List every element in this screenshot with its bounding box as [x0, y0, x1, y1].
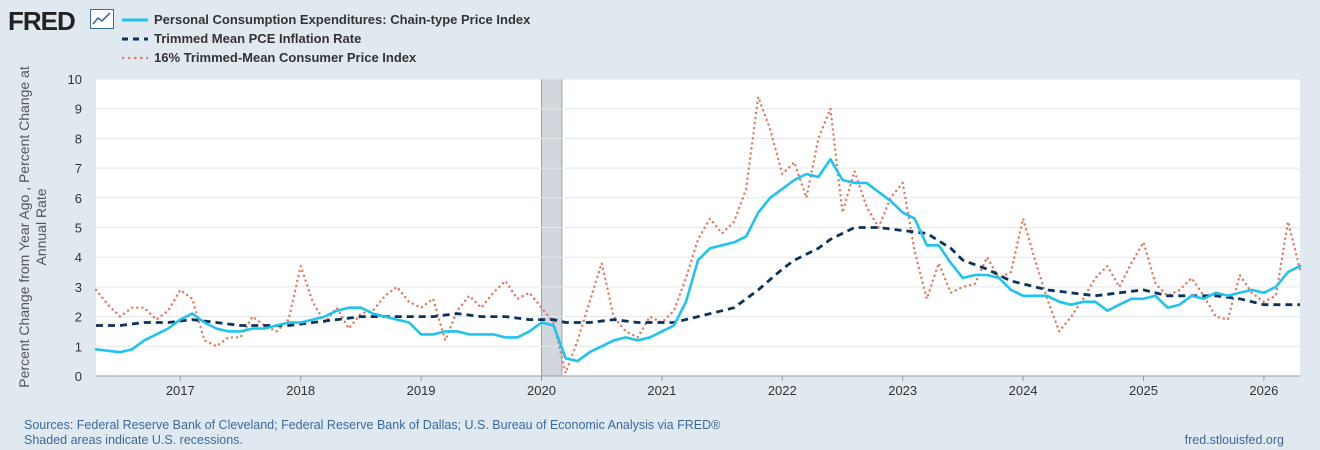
- fred-graph-icon: [90, 9, 114, 29]
- footer-url[interactable]: fred.stlouisfed.org: [1184, 433, 1284, 447]
- legend-item-pce: Personal Consumption Expenditures: Chain…: [122, 10, 530, 29]
- legend-swatch-dashed: [122, 37, 148, 40]
- y-tick-label: 2: [75, 310, 82, 325]
- y-tick-label: 9: [75, 102, 82, 117]
- x-tick-label: 2026: [1249, 383, 1278, 398]
- x-tick-label: 2021: [647, 383, 676, 398]
- legend: Personal Consumption Expenditures: Chain…: [122, 10, 530, 67]
- x-tick-label: 2022: [768, 383, 797, 398]
- legend-label-trimmed-pce: Trimmed Mean PCE Inflation Rate: [154, 31, 362, 46]
- y-tick-label: 1: [75, 339, 82, 354]
- footer: Sources: Federal Reserve Bank of Clevela…: [24, 418, 720, 448]
- y-tick-label: 7: [75, 161, 82, 176]
- footer-recession-note: Shaded areas indicate U.S. recessions.: [24, 433, 243, 447]
- gridlines: [96, 78, 1300, 381]
- x-tick-label: 2025: [1129, 383, 1158, 398]
- legend-item-trimmed-pce: Trimmed Mean PCE Inflation Rate: [122, 29, 530, 48]
- x-tick-label: 2017: [166, 383, 195, 398]
- footer-sources: Sources: Federal Reserve Bank of Clevela…: [24, 418, 721, 432]
- x-tick-label: 2024: [1009, 383, 1038, 398]
- y-tick-labels: 0 1 2 3 4 5 6 7 8 9 10: [68, 72, 82, 384]
- x-tick-label: 2019: [407, 383, 436, 398]
- y-tick-label: 0: [75, 369, 82, 384]
- y-tick-label: 4: [75, 250, 82, 265]
- trimmed-cpi-series-line: [94, 95, 1302, 375]
- x-tick-label: 2020: [527, 383, 556, 398]
- fred-logo: FRED: [8, 6, 76, 36]
- y-tick-label: 6: [75, 191, 82, 206]
- legend-swatch-dotted: [122, 56, 148, 59]
- x-tick-label: 2018: [286, 383, 315, 398]
- y-tick-label: 10: [68, 72, 82, 87]
- legend-label-trimmed-cpi: 16% Trimmed-Mean Consumer Price Index: [154, 50, 417, 65]
- pce-series-line: [94, 157, 1302, 363]
- series-lines: [94, 95, 1302, 375]
- legend-swatch-solid: [122, 18, 148, 21]
- legend-item-trimmed-cpi: 16% Trimmed-Mean Consumer Price Index: [122, 48, 530, 67]
- x-tick-label: 2023: [888, 383, 917, 398]
- y-tick-label: 3: [75, 280, 82, 295]
- y-tick-label: 8: [75, 131, 82, 146]
- x-tick-labels: 2017 2018 2019 2020 2021 2022 2023 2024 2025 2026: [166, 383, 1279, 398]
- y-tick-label: 5: [75, 221, 82, 236]
- legend-label-pce: Personal Consumption Expenditures: Chain…: [154, 12, 531, 27]
- trimmed-pce-series-line: [96, 226, 1300, 327]
